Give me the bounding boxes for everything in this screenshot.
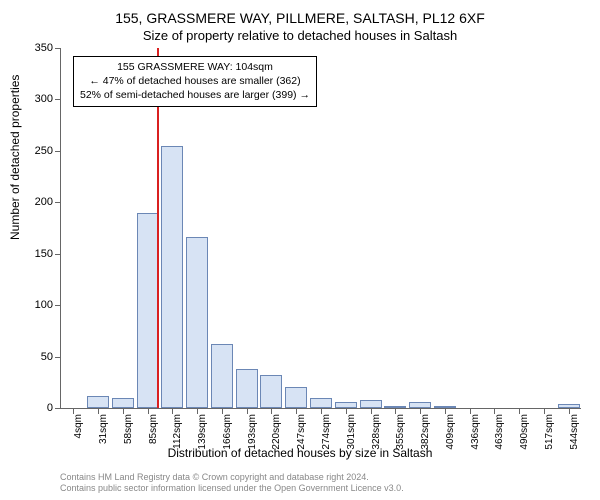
y-tick xyxy=(55,254,61,255)
histogram-bar xyxy=(137,213,159,408)
annotation-line: 52% of semi-detached houses are larger (… xyxy=(80,88,310,102)
y-tick xyxy=(55,99,61,100)
annotation-line: 155 GRASSMERE WAY: 104sqm xyxy=(80,60,310,74)
histogram-bar xyxy=(112,398,134,408)
y-tick xyxy=(55,48,61,49)
histogram-bar xyxy=(211,344,233,408)
y-tick-label: 300 xyxy=(23,93,53,105)
histogram-bar xyxy=(434,406,456,408)
chart-title-sub: Size of property relative to detached ho… xyxy=(0,28,600,43)
annotation-box: 155 GRASSMERE WAY: 104sqm← 47% of detach… xyxy=(73,56,317,107)
y-tick-label: 50 xyxy=(23,351,53,363)
y-tick-label: 200 xyxy=(23,196,53,208)
attribution-text: Contains HM Land Registry data © Crown c… xyxy=(60,472,404,494)
chart-title-main: 155, GRASSMERE WAY, PILLMERE, SALTASH, P… xyxy=(0,10,600,26)
y-tick xyxy=(55,202,61,203)
histogram-bar xyxy=(260,375,282,408)
histogram-bar xyxy=(335,402,357,408)
histogram-bar xyxy=(161,146,183,408)
y-tick xyxy=(55,357,61,358)
histogram-bar xyxy=(285,387,307,408)
y-tick-label: 250 xyxy=(23,145,53,157)
y-tick xyxy=(55,305,61,306)
attribution-line2: Contains public sector information licen… xyxy=(60,483,404,494)
histogram-bar xyxy=(360,400,382,408)
histogram-bar xyxy=(186,237,208,408)
histogram-bar xyxy=(558,404,580,408)
y-axis-label: Number of detached properties xyxy=(8,75,22,240)
annotation-line: ← 47% of detached houses are smaller (36… xyxy=(80,74,310,88)
plot-area: 0501001502002503003504sqm31sqm58sqm85sqm… xyxy=(60,48,581,409)
attribution-line1: Contains HM Land Registry data © Crown c… xyxy=(60,472,404,483)
histogram-bar xyxy=(236,369,258,408)
y-tick-label: 350 xyxy=(23,42,53,54)
x-axis-label: Distribution of detached houses by size … xyxy=(0,446,600,460)
histogram-bar xyxy=(310,398,332,408)
histogram-bar xyxy=(384,406,406,408)
y-tick xyxy=(55,408,61,409)
histogram-bar xyxy=(87,396,109,408)
y-tick-label: 0 xyxy=(23,402,53,414)
y-tick-label: 100 xyxy=(23,299,53,311)
histogram-bar xyxy=(409,402,431,408)
y-tick-label: 150 xyxy=(23,248,53,260)
y-tick xyxy=(55,151,61,152)
